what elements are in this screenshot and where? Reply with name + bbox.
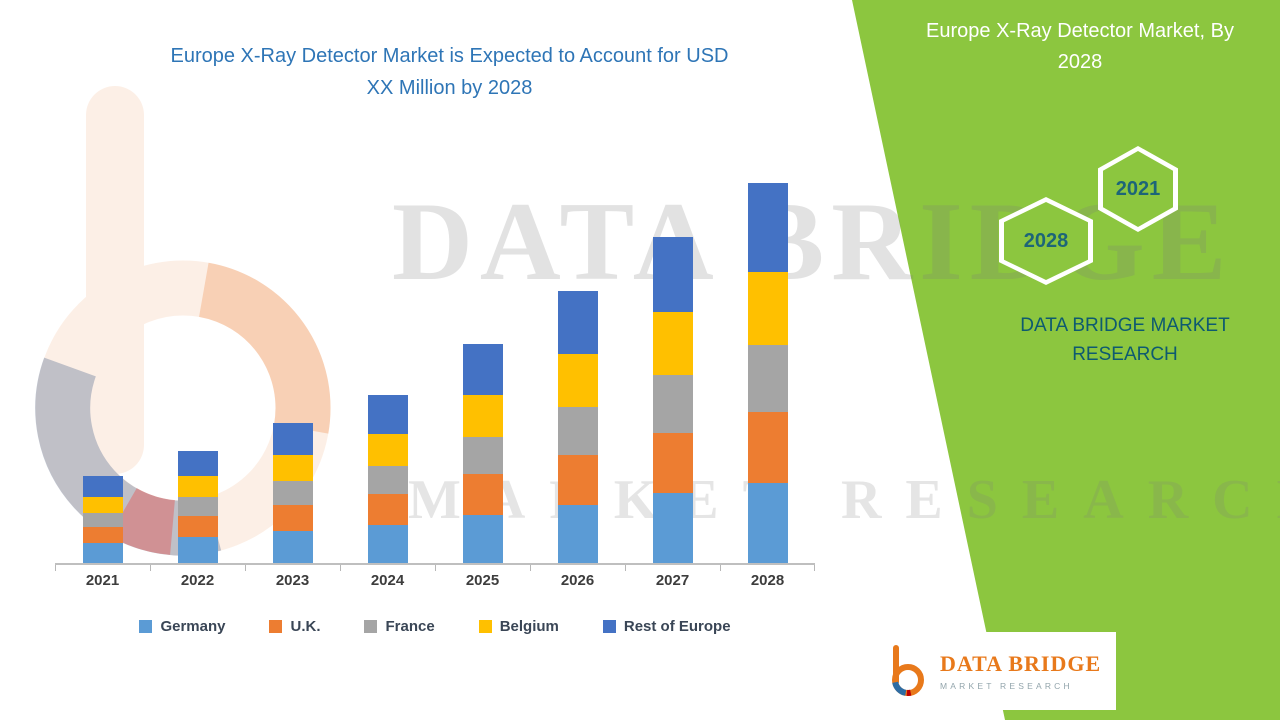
bar-segment-france-2022 — [177, 497, 218, 517]
bar-segment-belgium-2022 — [177, 476, 218, 498]
axis-tick — [435, 565, 436, 571]
bar-segment-rest-of-europe-2023 — [272, 422, 313, 455]
legend-item-rest-of-europe: Rest of Europe — [602, 618, 731, 635]
bar-segment-germany-2021 — [82, 543, 123, 563]
legend-label-belgium: Belgium — [499, 618, 559, 635]
banner-brand-text: DATA BRIDGE MARKET RESEARCH — [1020, 315, 1230, 365]
axis-tick — [245, 565, 246, 571]
bar-segment-germany-2023 — [272, 531, 313, 563]
axis-tick — [530, 565, 531, 571]
bar-segment-belgium-2025 — [462, 394, 503, 437]
legend-label-u-k: U.K. — [290, 618, 321, 635]
x-axis-label-2021: 2021 — [85, 572, 120, 589]
legend-swatch-u-k — [269, 620, 283, 633]
bar-segment-belgium-2027 — [652, 312, 693, 375]
legend-swatch-belgium — [478, 620, 492, 633]
legend-label-france: France — [385, 618, 435, 635]
chart-title: Europe X-Ray Detector Market is Expected… — [170, 45, 729, 99]
bar-segment-rest-of-europe-2022 — [177, 450, 218, 477]
bar-segment-u-k-2021 — [82, 527, 123, 544]
bar-segment-u-k-2022 — [177, 516, 218, 538]
bar-segment-germany-2027 — [652, 493, 693, 563]
x-axis-label-2025: 2025 — [465, 572, 500, 589]
bar-segment-rest-of-europe-2026 — [557, 291, 598, 355]
bar-segment-u-k-2024 — [367, 494, 408, 526]
bar-segment-belgium-2023 — [272, 454, 313, 482]
hexagon-badge-2021: 2021 — [1098, 146, 1178, 232]
x-axis-labels: 2021 2022 2023 2024 2025 2026 2027 2028 — [55, 572, 815, 596]
x-axis-label-2026: 2026 — [560, 572, 595, 589]
axis-tick — [625, 565, 626, 571]
bar-segment-france-2027 — [652, 375, 693, 433]
bar-segment-germany-2026 — [557, 505, 598, 563]
legend-item-france: France — [364, 618, 435, 635]
legend-item-germany: Germany — [139, 618, 225, 635]
hexagon-2021-label: 2021 — [1115, 177, 1161, 200]
bar-segment-u-k-2026 — [557, 454, 598, 506]
bar-segment-rest-of-europe-2028 — [747, 182, 788, 272]
x-axis-label-2024: 2024 — [370, 572, 405, 589]
x-axis-label-2028: 2028 — [750, 572, 785, 589]
legend-item-belgium: Belgium — [478, 618, 559, 635]
axis-tick — [720, 565, 721, 571]
axis-tick — [340, 565, 341, 571]
bar-segment-rest-of-europe-2027 — [652, 236, 693, 313]
plot-area — [55, 165, 815, 571]
bar-segment-belgium-2024 — [367, 433, 408, 466]
bar-segment-rest-of-europe-2021 — [82, 476, 123, 498]
hexagon-2028-label: 2028 — [1023, 229, 1069, 252]
footer-logo: DATA BRIDGE MARKET RESEARCH — [872, 632, 1116, 710]
legend-label-rest-of-europe: Rest of Europe — [623, 618, 731, 635]
bar-segment-belgium-2021 — [82, 497, 123, 514]
x-axis-label-2022: 2022 — [180, 572, 215, 589]
bar-segment-belgium-2026 — [557, 354, 598, 407]
legend-item-u-k: U.K. — [269, 618, 320, 635]
bar-segment-u-k-2028 — [747, 411, 788, 484]
bar-segment-france-2025 — [462, 436, 503, 475]
x-axis-label-2023: 2023 — [275, 572, 310, 589]
bar-segment-belgium-2028 — [747, 271, 788, 346]
legend-swatch-germany — [139, 620, 153, 633]
bar-segment-germany-2028 — [747, 483, 788, 563]
bar-segment-rest-of-europe-2025 — [462, 344, 503, 395]
bar-segment-u-k-2025 — [462, 474, 503, 516]
bar-segment-germany-2024 — [367, 525, 408, 563]
axis-tick — [814, 565, 815, 571]
watermark-text-line2: MARKET RESEARCH — [408, 469, 1280, 531]
legend: Germany U.K. France Belgium Rest of Europe — [55, 618, 815, 635]
legend-label-germany: Germany — [160, 618, 226, 635]
footer-logo-text: DATA BRIDGE MARKET RESEARCH — [940, 651, 1101, 691]
bar-segment-germany-2022 — [177, 537, 218, 563]
hexagon-2021-inner: 2021 — [1103, 151, 1173, 227]
legend-swatch-france — [364, 620, 378, 633]
footer-logo-subtitle: MARKET RESEARCH — [940, 681, 1073, 691]
hexagon-2028-inner: 2028 — [1004, 202, 1088, 280]
legend-swatch-rest-of-europe — [602, 620, 616, 633]
bar-segment-germany-2025 — [462, 515, 503, 563]
bar-segment-u-k-2027 — [652, 432, 693, 494]
databridge-logo-icon — [892, 645, 924, 696]
axis-tick — [55, 565, 56, 571]
bar-segment-france-2024 — [367, 465, 408, 495]
axis-tick — [150, 565, 151, 571]
bar-segment-france-2023 — [272, 481, 313, 506]
bar-segment-france-2021 — [82, 513, 123, 528]
bar-segment-france-2026 — [557, 406, 598, 455]
x-axis-label-2027: 2027 — [655, 572, 690, 589]
footer-logo-brand: DATA BRIDGE — [940, 651, 1102, 676]
banner-title: Europe X-Ray Detector Market, By 2028 — [926, 20, 1234, 73]
bar-segment-u-k-2023 — [272, 505, 313, 532]
bar-segment-rest-of-europe-2024 — [367, 394, 408, 434]
bar-segment-france-2028 — [747, 345, 788, 412]
